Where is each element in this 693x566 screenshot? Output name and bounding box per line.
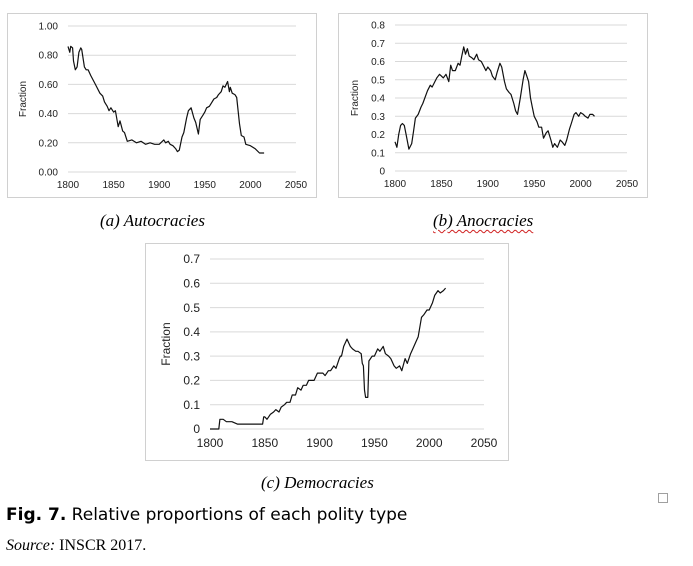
- layout-marker-box: [658, 493, 668, 503]
- y-tick-label: 0.4: [371, 94, 385, 105]
- figure-caption-text: Relative proportions of each polity type: [66, 505, 408, 525]
- y-tick-label: 0.3: [371, 112, 385, 123]
- chart-democracies: 0 0.1 0.2 0.3 0.4 0.5 0.6 0.7 1800 1850 1900 1950 20…: [145, 243, 509, 461]
- x-tick-label: 2000: [239, 180, 262, 191]
- x-tick-label: 1850: [251, 436, 278, 450]
- figure-source: Source: INSCR 2017.: [6, 537, 146, 555]
- y-tick-label: 0.40: [39, 109, 59, 120]
- y-axis-label: Fraction: [18, 81, 29, 117]
- chart-democracies-plot: 0 0.1 0.2 0.3 0.4 0.5 0.6 0.7 1800 1850 1900 1950 20…: [159, 252, 498, 450]
- x-tick-label: 1850: [430, 179, 453, 190]
- caption-anocracies: (b) Anocracies: [433, 211, 534, 230]
- series-line: [394, 46, 595, 150]
- series-line: [210, 287, 447, 430]
- y-tick-label: 0.6: [371, 57, 385, 68]
- y-tick-label: 0.00: [39, 168, 59, 179]
- y-tick-label: 0.5: [183, 301, 200, 315]
- chart-autocracies-plot: 0.00 0.20 0.40 0.60 0.80 1.00 1800 1850 1900 1950…: [18, 22, 308, 192]
- x-tick-label: 2050: [285, 180, 308, 191]
- x-tick-label: 1900: [306, 436, 333, 450]
- y-tick-label: 0: [193, 422, 200, 436]
- x-tick-label: 1900: [148, 180, 171, 191]
- y-axis-label: Fraction: [350, 80, 361, 116]
- x-tick-label: 1900: [477, 179, 500, 190]
- y-tick-label: 0.2: [371, 130, 385, 141]
- x-tick-label: 1950: [194, 180, 217, 191]
- y-tick-label: 0.7: [371, 39, 385, 50]
- y-tick-label: 0.20: [39, 138, 59, 149]
- y-tick-label: 0.4: [183, 325, 200, 339]
- x-tick-label: 2050: [616, 179, 639, 190]
- x-tick-label: 2050: [471, 436, 498, 450]
- caption-autocracies: (a) Autocracies: [100, 211, 205, 230]
- series-line: [67, 45, 265, 154]
- source-text: INSCR 2017.: [55, 537, 147, 554]
- y-tick-label: 0.60: [39, 80, 59, 91]
- chart-autocracies: 0.00 0.20 0.40 0.60 0.80 1.00 1800 1850 1900 1950…: [7, 13, 317, 198]
- y-tick-label: 0.2: [183, 374, 200, 388]
- x-tick-label: 1950: [361, 436, 388, 450]
- y-tick-label: 0.6: [183, 276, 200, 290]
- x-tick-label: 1950: [523, 179, 546, 190]
- x-tick-label: 2000: [416, 436, 443, 450]
- chart-anocracies: 0 0.1 0.2 0.3 0.4 0.5 0.6 0.7 0.8 1800 1850 1900 195…: [338, 13, 648, 198]
- x-tick-label: 1800: [57, 180, 80, 191]
- chart-anocracies-plot: 0 0.1 0.2 0.3 0.4 0.5 0.6 0.7 0.8 1800 1850 1900 195…: [350, 21, 639, 191]
- caption-democracies: (c) Democracies: [261, 473, 374, 492]
- y-tick-label: 1.00: [39, 22, 59, 33]
- y-tick-label: 0.3: [183, 349, 200, 363]
- x-tick-label: 2000: [569, 179, 592, 190]
- y-tick-label: 0.8: [371, 21, 385, 32]
- y-axis-label: Fraction: [159, 322, 173, 365]
- y-tick-label: 0: [379, 167, 385, 178]
- source-label: Source:: [6, 537, 56, 554]
- y-tick-label: 0.7: [183, 252, 200, 266]
- y-tick-label: 0.80: [39, 51, 59, 62]
- y-tick-label: 0.5: [371, 75, 385, 86]
- figure-label: Fig. 7.: [6, 505, 67, 525]
- figure-caption: Fig. 7. Relative proportions of each pol…: [6, 505, 407, 525]
- x-tick-label: 1800: [197, 436, 224, 450]
- y-tick-label: 0.1: [183, 398, 200, 412]
- x-tick-label: 1800: [384, 179, 407, 190]
- x-tick-label: 1850: [102, 180, 125, 191]
- y-tick-label: 0.1: [371, 148, 385, 159]
